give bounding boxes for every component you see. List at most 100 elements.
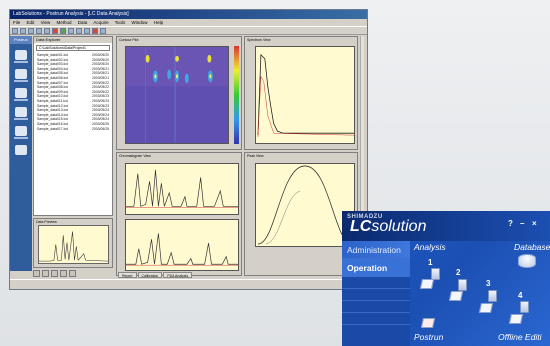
close-icon[interactable]: × [532, 219, 537, 228]
step-3-number: 3 [486, 279, 491, 288]
file-list-item[interactable]: Sample_data002.lcd 2003/05/20 [34, 58, 112, 63]
instrument-2-icon[interactable] [458, 279, 467, 291]
sidebar-item-administration[interactable]: Administration [342, 241, 410, 259]
fit-icon[interactable] [51, 270, 58, 277]
folder-combo[interactable]: C:\LabSolutions\Data\Project1 [36, 45, 110, 51]
settings-icon[interactable] [100, 28, 106, 34]
tab-calibration[interactable]: Calibration [137, 272, 163, 278]
file-list-item[interactable]: Sample_data011.lcd 2003/05/23 [34, 99, 112, 104]
chromatogram-panel: Chromatogram View [116, 152, 242, 276]
step-1-number: 1 [428, 258, 433, 267]
save-icon[interactable] [20, 28, 26, 34]
alert-icon[interactable] [92, 28, 98, 34]
nav-calibration-icon[interactable] [15, 126, 27, 136]
view-tabs: Report Calibration PDA Analysis [118, 272, 193, 278]
file-list-item[interactable]: Sample_data012.lcd 2003/05/23 [34, 104, 112, 109]
chromatogram-plot-top[interactable] [125, 163, 239, 215]
file-list-item[interactable]: Sample_data015.lcd 2003/05/24 [34, 117, 112, 122]
postrun-icon[interactable] [420, 318, 436, 328]
file-date: 2003/05/22 [92, 85, 109, 90]
file-list-item[interactable]: Sample_data007.lcd 2003/05/22 [34, 81, 112, 86]
file-list-item[interactable]: Sample_data009.lcd 2003/05/22 [34, 90, 112, 95]
preview-panel: Data Preview [33, 218, 113, 268]
file-list-item[interactable]: Sample_data001.lcd 2003/05/20 [34, 53, 112, 58]
file-date: 2003/05/20 [92, 53, 109, 57]
database-icon[interactable] [518, 254, 536, 268]
instrument-3-icon[interactable] [488, 290, 497, 302]
sidebar-spacer [342, 277, 410, 289]
file-list-item[interactable]: Sample_data016.lcd 2003/05/25 [34, 122, 112, 127]
menu-file[interactable]: File [13, 20, 21, 25]
menu-view[interactable]: View [40, 20, 51, 25]
nav-report-icon[interactable] [15, 88, 27, 98]
file-list-item[interactable]: Sample_data004.lcd 2003/05/21 [34, 67, 112, 72]
nav-label-bar [14, 99, 28, 101]
menu-method[interactable]: Method [56, 20, 72, 25]
minimize-icon[interactable]: – [520, 219, 525, 228]
tab-pda-analysis[interactable]: PDA Analysis [163, 272, 193, 278]
offline-edit-label[interactable]: Offline Editi [498, 332, 542, 342]
file-date: 2003/05/21 [92, 66, 109, 71]
stop-icon[interactable] [52, 28, 58, 34]
file-date: 2003/05/22 [92, 80, 109, 85]
print-preview-icon[interactable] [60, 270, 67, 277]
nav-label-bar [14, 118, 28, 120]
file-list-item[interactable]: Sample_data014.lcd 2003/05/24 [34, 113, 112, 118]
file-list-item[interactable]: Sample_data013.lcd 2003/05/24 [34, 108, 112, 113]
spectrum-icon[interactable] [84, 28, 90, 34]
spectrum-panel: Spectrum View [244, 36, 358, 150]
preview-plot[interactable] [38, 225, 109, 264]
menu-tools[interactable]: Tools [114, 20, 126, 25]
nav-tools-icon[interactable] [15, 145, 27, 155]
spectrum-plot[interactable] [255, 46, 355, 144]
vertical-scrollbar[interactable] [360, 36, 364, 276]
file-name: Sample_data003.lcd [37, 62, 68, 67]
document-3-icon[interactable] [478, 303, 494, 313]
peak-plot[interactable] [255, 163, 355, 247]
analysis-window: LabSolutions - Postrun Analysis - [LC Da… [9, 9, 368, 290]
contour-plot[interactable] [125, 46, 229, 144]
zoom-icon[interactable] [44, 28, 50, 34]
print-icon[interactable] [28, 28, 34, 34]
tab-report[interactable]: Report [118, 272, 137, 278]
help-icon[interactable]: ? [508, 219, 513, 228]
nav-method-icon[interactable] [15, 69, 27, 79]
postrun-label[interactable]: Postrun [414, 332, 444, 342]
menu-help[interactable]: Help [153, 20, 164, 25]
document-2-icon[interactable] [448, 291, 464, 301]
instrument-1-icon[interactable] [431, 268, 440, 280]
file-list: Sample_data001.lcd 2003/05/20 Sample_data0… [34, 53, 112, 131]
file-name: Sample_data001.lcd [37, 53, 68, 57]
file-date: 2003/05/21 [92, 71, 109, 76]
zoom-in-icon[interactable] [33, 270, 40, 277]
copy-icon[interactable] [36, 28, 42, 34]
left-nav: Postrun [10, 36, 32, 271]
file-date: 2003/05/20 [92, 62, 109, 67]
menu-bar: File Edit View Method Data Acquire Tools… [10, 19, 367, 26]
menu-window[interactable]: Window [131, 20, 148, 25]
run-icon[interactable] [60, 28, 66, 34]
export-icon[interactable] [69, 270, 76, 277]
file-list-item[interactable]: Sample_data003.lcd 2003/05/20 [34, 62, 112, 67]
file-list-item[interactable]: Sample_data017.lcd 2003/05/25 [34, 127, 112, 132]
menu-acquire[interactable]: Acquire [93, 20, 109, 25]
chart-icon[interactable] [68, 28, 74, 34]
chromatogram-plot-bottom[interactable] [125, 219, 239, 271]
nav-batch-icon[interactable] [15, 107, 27, 117]
zoom-out-icon[interactable] [42, 270, 49, 277]
file-list-item[interactable]: Sample_data008.lcd 2003/05/22 [34, 85, 112, 90]
instrument-4-icon[interactable] [520, 301, 529, 313]
menu-data[interactable]: Data [77, 20, 88, 25]
sidebar-item-operation[interactable]: Operation [342, 259, 410, 277]
document-1-icon[interactable] [419, 279, 435, 289]
nav-data-icon[interactable] [15, 50, 27, 60]
open-icon[interactable] [12, 28, 18, 34]
step-4-number: 4 [518, 291, 523, 300]
file-list-item[interactable]: Sample_data010.lcd 2003/05/23 [34, 94, 112, 99]
file-list-item[interactable]: Sample_data006.lcd 2003/05/21 [34, 76, 112, 81]
table-icon[interactable] [76, 28, 82, 34]
menu-edit[interactable]: Edit [26, 20, 35, 25]
sidebar-spacer [342, 289, 410, 301]
file-list-item[interactable]: Sample_data005.lcd 2003/05/21 [34, 71, 112, 76]
document-4-icon[interactable] [508, 314, 524, 324]
